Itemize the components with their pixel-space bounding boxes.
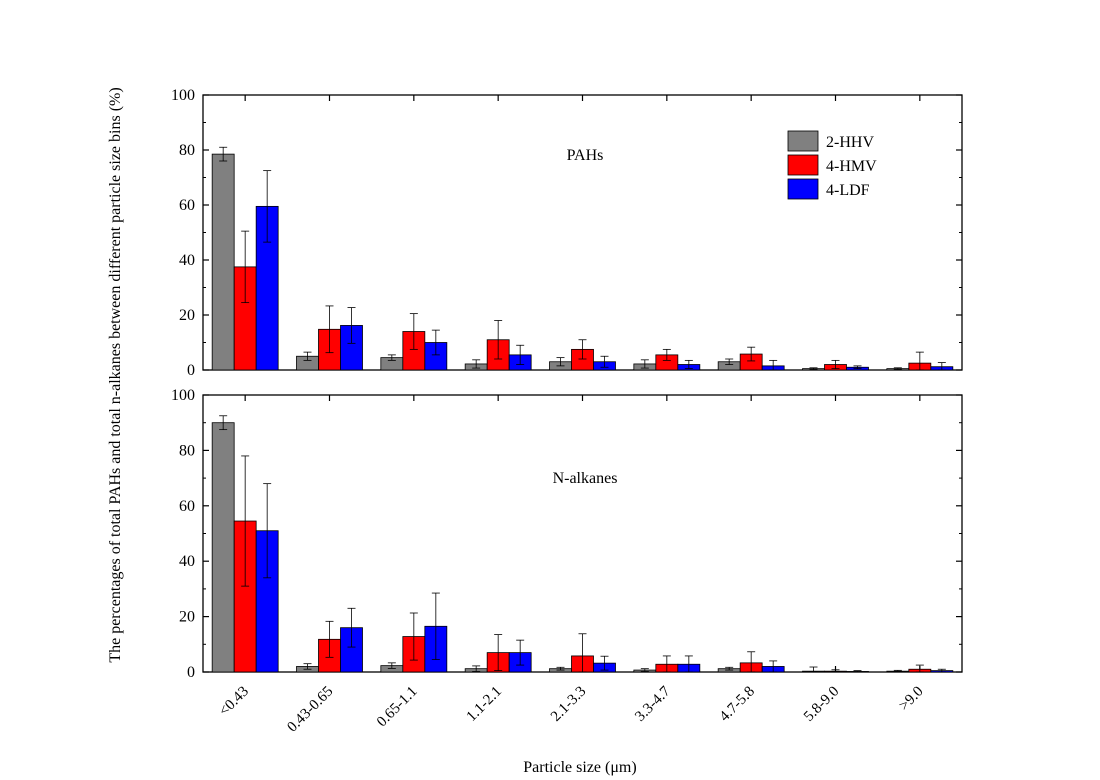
- x-tick-label: 0.65-1.1: [374, 684, 421, 731]
- legend-swatch-4-LDF: [787, 178, 819, 200]
- y-tick-label: 20: [179, 307, 195, 324]
- y-tick-label: 40: [179, 553, 195, 570]
- bar-2-HHV-<0.43: [211, 422, 235, 673]
- bar-2-HHV-<0.43: [211, 153, 235, 371]
- y-tick-label: 20: [179, 609, 195, 626]
- y-tick-label: 100: [171, 87, 195, 104]
- panel-annotation: PAHs: [567, 147, 604, 164]
- legend-label: 4-HMV: [826, 158, 877, 175]
- legend-swatch-4-HMV: [787, 154, 819, 176]
- y-tick-label: 80: [179, 142, 195, 159]
- x-tick-label: <0.43: [216, 684, 252, 720]
- chart-panels: 0 20 40 60 80 100 PAHs 2-HHV 4-HMV 4-LDF 0 20 40 60 80…: [171, 87, 963, 736]
- y-tick-label: 60: [179, 197, 195, 214]
- x-tick-label: >9.0: [896, 684, 927, 715]
- panel-annotation: N-alkanes: [553, 470, 618, 487]
- y-tick-label: 0: [187, 664, 195, 681]
- y-tick-label: 80: [179, 442, 195, 459]
- y-tick-label: 60: [179, 498, 195, 515]
- x-tick-label: 4.7-5.8: [717, 684, 758, 725]
- y-tick-label: 40: [179, 252, 195, 269]
- legend-label: 2-HHV: [826, 134, 874, 151]
- x-tick-label: 5.8-9.0: [801, 684, 842, 725]
- panel-bottom: 0 20 40 60 80 100 N-alkanes <0.43 0.43-0.65 0.65-…: [171, 387, 963, 736]
- x-tick-label: 1.1-2.1: [464, 684, 505, 725]
- x-axis-label: Particle size (μm): [523, 759, 636, 776]
- x-tick-label: 2.1-3.3: [548, 684, 589, 725]
- y-axis-label: The percentages of total PAHs and total …: [107, 87, 124, 662]
- legend-label: 4-LDF: [826, 182, 870, 199]
- x-tick-label: 3.3-4.7: [632, 683, 674, 725]
- x-tick-label: 0.43-0.65: [284, 684, 336, 736]
- panel-top: 0 20 40 60 80 100 PAHs 2-HHV 4-HMV 4-LDF: [171, 87, 963, 379]
- plot-frame: [202, 394, 963, 673]
- y-tick-label: 100: [171, 387, 195, 404]
- legend-swatch-2-HHV: [787, 130, 819, 152]
- y-tick-label: 0: [187, 362, 195, 379]
